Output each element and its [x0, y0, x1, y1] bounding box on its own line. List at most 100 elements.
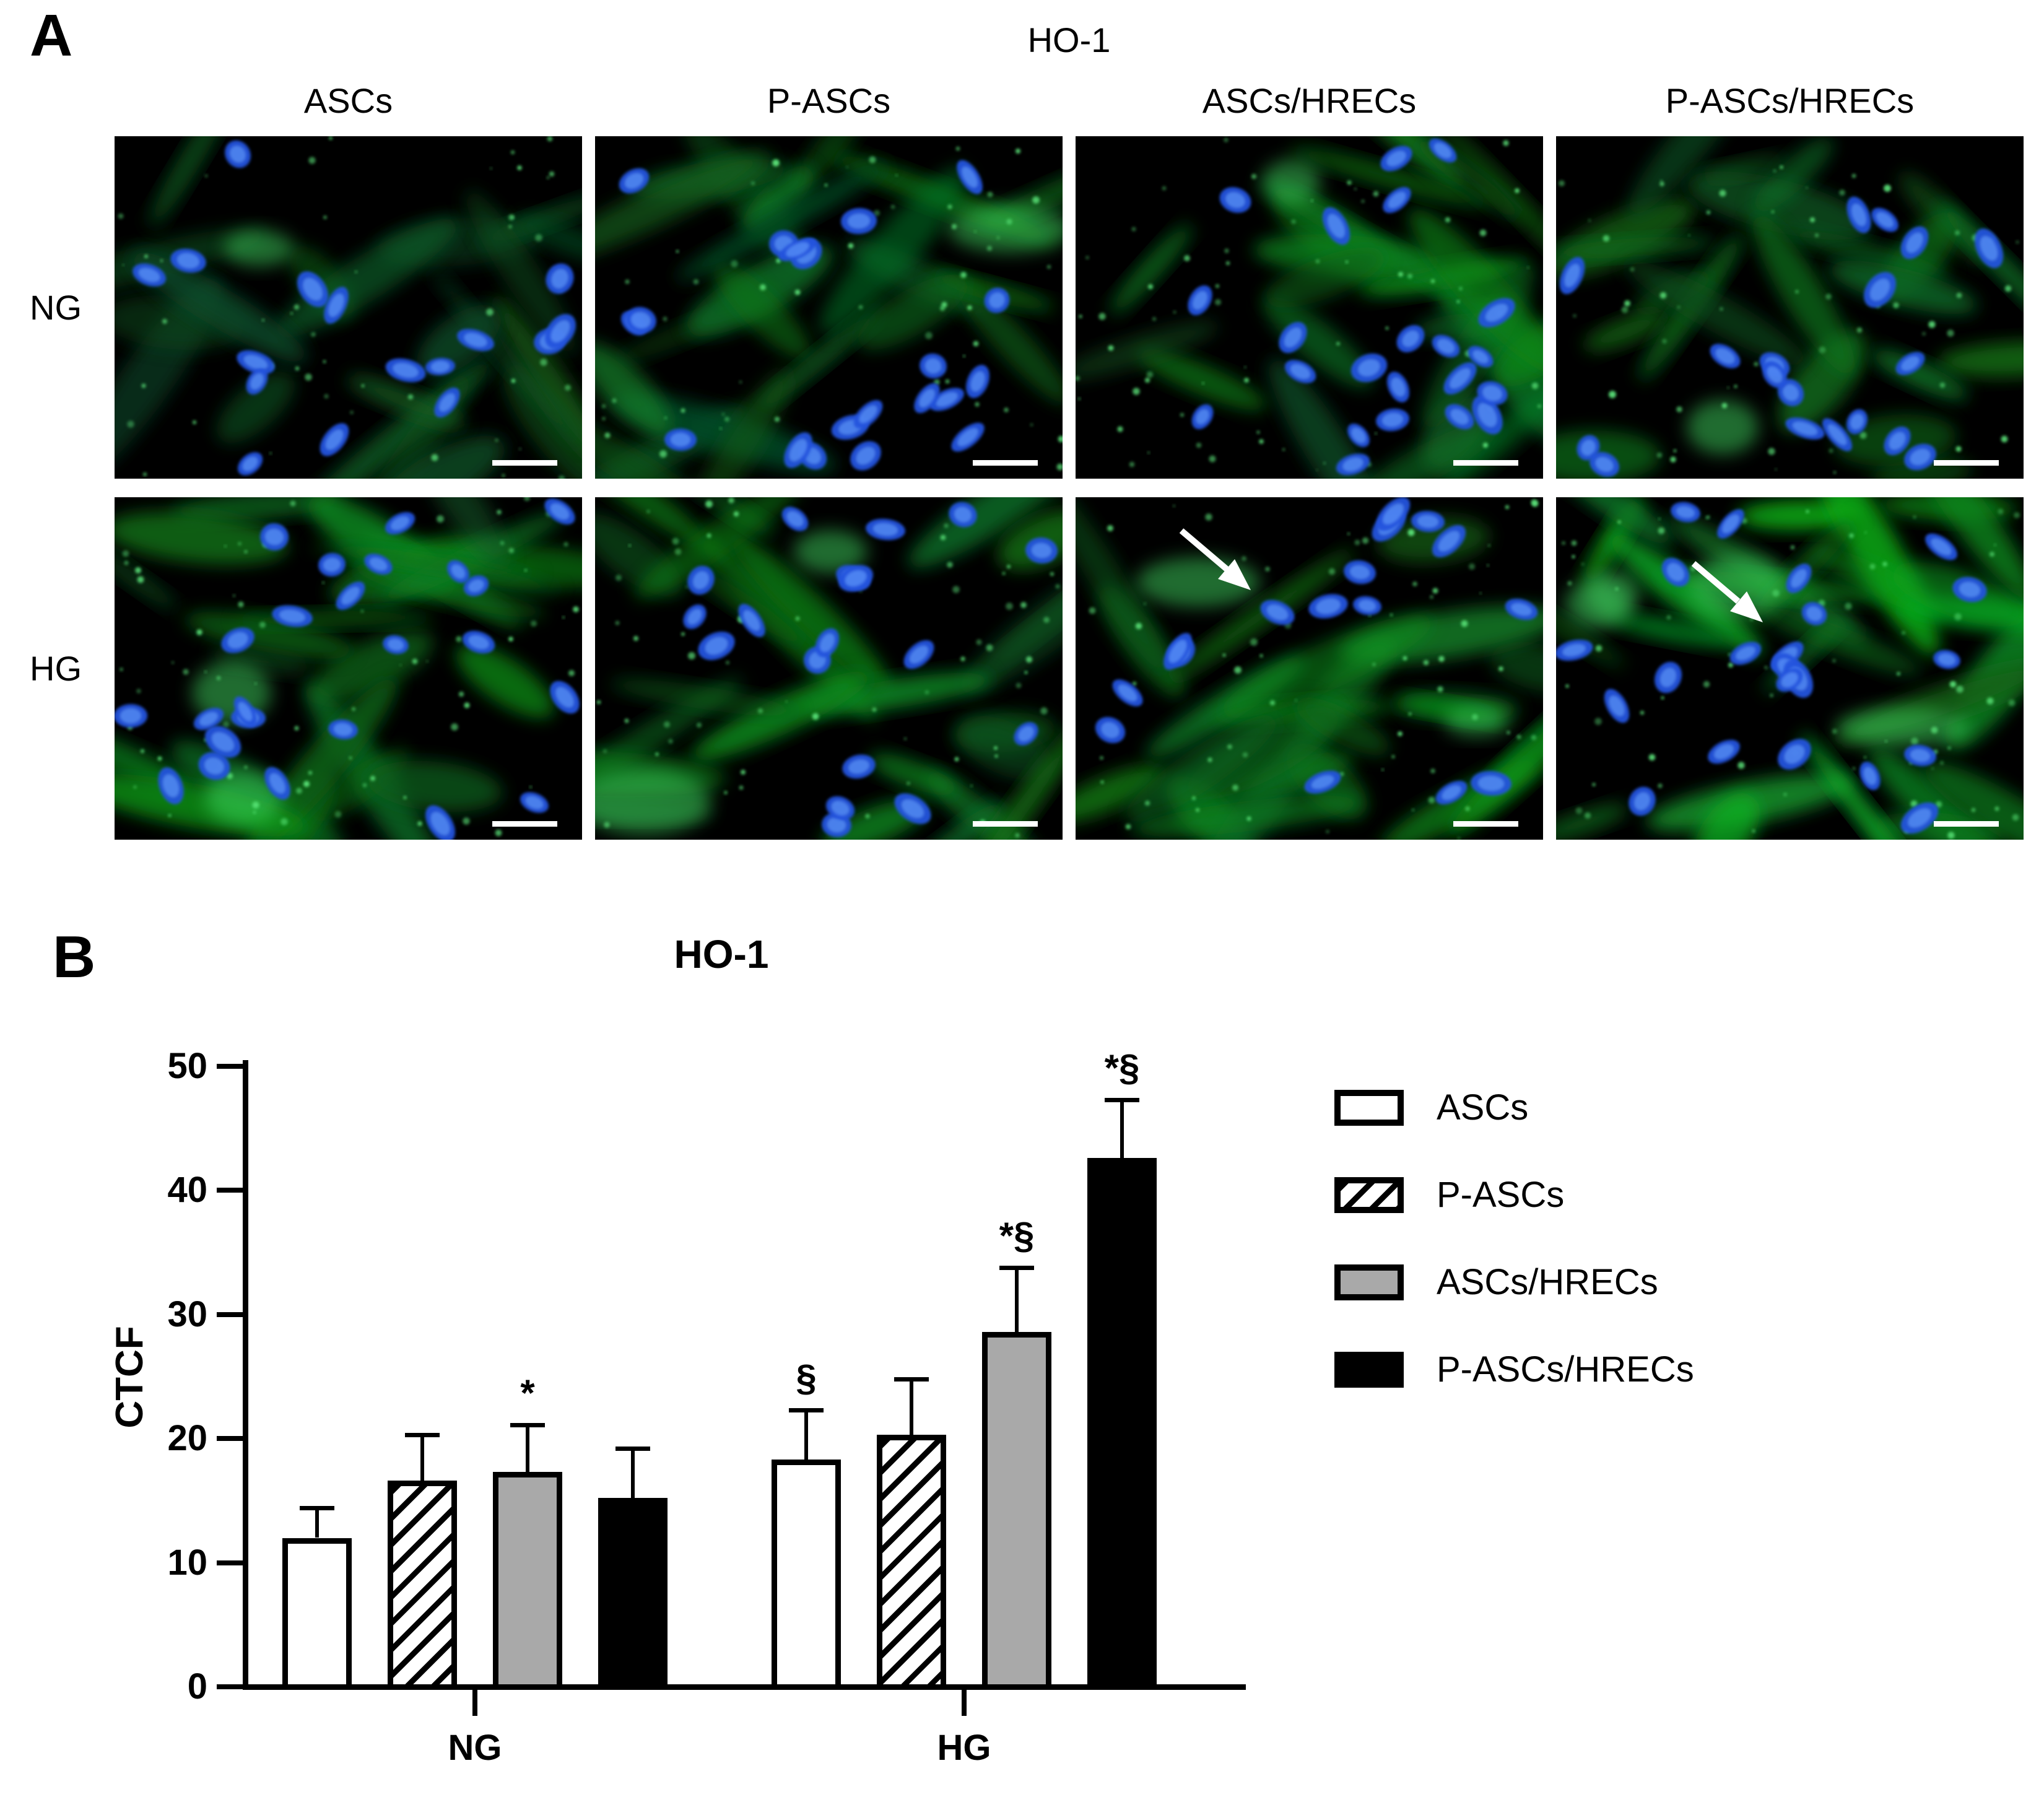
- cell-nucleus: [1014, 722, 1038, 746]
- cell-nucleus: [1432, 524, 1466, 558]
- cell-nucleus: [1933, 650, 1960, 669]
- significance-label: *§: [999, 1215, 1035, 1256]
- cell-nucleus: [1859, 762, 1881, 790]
- panel-a-title: HO-1: [1027, 20, 1111, 59]
- bar-p-ascs-ng: [388, 1481, 457, 1690]
- scale-bar: [1453, 460, 1518, 466]
- y-tick: [217, 1064, 243, 1069]
- error-bar-cap: [615, 1447, 650, 1451]
- micrograph-ng-p-ascs-hrecs: [1556, 136, 2024, 479]
- micrograph-hg-ascs-hrecs: [1076, 497, 1543, 840]
- significance-label: *§: [1104, 1047, 1140, 1089]
- y-tick: [217, 1436, 243, 1441]
- column-header-ascs-hrecs: ASCs/HRECs: [1202, 81, 1417, 120]
- cell-nucleus: [198, 752, 230, 780]
- cell-nucleus: [446, 560, 470, 583]
- legend-swatch-ascs-hrecs: [1334, 1264, 1404, 1300]
- cell-nucleus: [1344, 560, 1376, 585]
- cell-nucleus: [683, 604, 707, 629]
- x-axis: [243, 1684, 1246, 1690]
- cell-nucleus: [1589, 451, 1620, 477]
- cell-nucleus: [687, 565, 715, 595]
- cell-nucleus: [1478, 298, 1515, 328]
- cell-nucleus: [778, 238, 817, 261]
- cell-nucleus: [364, 554, 393, 575]
- bar-ascs-ng: [282, 1538, 352, 1690]
- cell-nucleus: [1801, 602, 1827, 625]
- cell-nucleus: [336, 581, 365, 610]
- cell-nucleus: [204, 726, 241, 758]
- x-group-label-ng: NG: [448, 1728, 502, 1768]
- micrograph-ng-p-ascs: [595, 136, 1063, 479]
- bar-ascs-hrecs-ng: [493, 1472, 562, 1690]
- micrograph-hg-p-ascs: [595, 497, 1063, 840]
- column-header-ascs: ASCs: [303, 81, 393, 120]
- cell-nucleus: [1671, 502, 1700, 523]
- y-tick: [217, 1560, 243, 1565]
- cell-nucleus: [1846, 409, 1868, 435]
- cell-nucleus: [984, 287, 1010, 313]
- cell-nucleus: [170, 248, 206, 273]
- cell-nucleus: [385, 511, 415, 535]
- column-header-p-ascs-hrecs: P-ASCs/HRECs: [1665, 81, 1915, 120]
- cell-nucleus: [1863, 272, 1897, 308]
- cell-nucleus: [1025, 537, 1058, 564]
- bar-p-ascs-hrecs-ng: [598, 1498, 668, 1690]
- cell-nucleus: [133, 263, 166, 287]
- cell-nucleus: [951, 422, 985, 452]
- scale-bar: [973, 460, 1038, 466]
- cell-nucleus: [1353, 596, 1381, 616]
- cell-nucleus: [1952, 577, 1987, 603]
- cell-nucleus: [1604, 689, 1630, 723]
- scale-bar: [1934, 821, 1999, 827]
- cell-nucleus: [1846, 196, 1871, 233]
- cell-nucleus: [1505, 598, 1538, 620]
- chart-title: HO-1: [674, 932, 769, 977]
- cell-nucleus: [463, 575, 489, 596]
- cell-nucleus: [1284, 360, 1316, 383]
- cell-nucleus: [260, 523, 289, 551]
- cell-nucleus: [1708, 739, 1740, 764]
- error-bar-line: [1015, 1268, 1019, 1332]
- panel-a-label: A: [30, 2, 73, 69]
- cell-nucleus: [738, 604, 765, 637]
- cell-nucleus: [1163, 633, 1192, 670]
- cell-nucleus: [237, 350, 275, 375]
- scale-bar: [973, 821, 1038, 827]
- cell-nucleus: [1778, 739, 1811, 770]
- cell-nucleus: [158, 767, 184, 804]
- cell-nucleus: [1432, 334, 1460, 358]
- cell-nucleus: [383, 635, 409, 655]
- cell-nucleus: [550, 681, 580, 714]
- white-arrow-icon: [1179, 528, 1251, 590]
- cell-nucleus: [385, 358, 426, 383]
- y-axis-label: CTCF: [108, 1326, 151, 1429]
- cell-nucleus: [1188, 285, 1212, 316]
- y-tick: [217, 1188, 243, 1193]
- error-bar-cap: [300, 1506, 334, 1510]
- cell-nucleus: [1655, 661, 1682, 694]
- cell-nucleus: [866, 518, 905, 541]
- cell-nucleus: [1762, 361, 1787, 388]
- row-label-ng: NG: [30, 288, 82, 327]
- cell-nucleus: [825, 796, 855, 820]
- cell-nucleus: [1219, 187, 1251, 213]
- cell-nucleus: [545, 314, 576, 349]
- cell-nucleus: [625, 307, 656, 334]
- cell-nucleus: [1904, 443, 1936, 471]
- cell-nucleus: [1347, 424, 1370, 447]
- cell-nucleus: [1900, 802, 1939, 834]
- cell-nucleus: [1717, 509, 1744, 539]
- cell-nucleus: [272, 605, 313, 627]
- cell-nucleus: [1322, 207, 1350, 245]
- cell-nucleus: [1661, 557, 1690, 587]
- error-bar-cap: [405, 1433, 440, 1437]
- column-header-p-ascs: P-ASCs: [767, 81, 891, 120]
- cell-nucleus: [1308, 594, 1348, 619]
- cell-nucleus: [520, 792, 549, 813]
- cell-nucleus: [1336, 453, 1370, 476]
- error-bar-line: [315, 1508, 319, 1538]
- cell-nucleus: [237, 452, 263, 476]
- error-bar-line: [804, 1410, 808, 1460]
